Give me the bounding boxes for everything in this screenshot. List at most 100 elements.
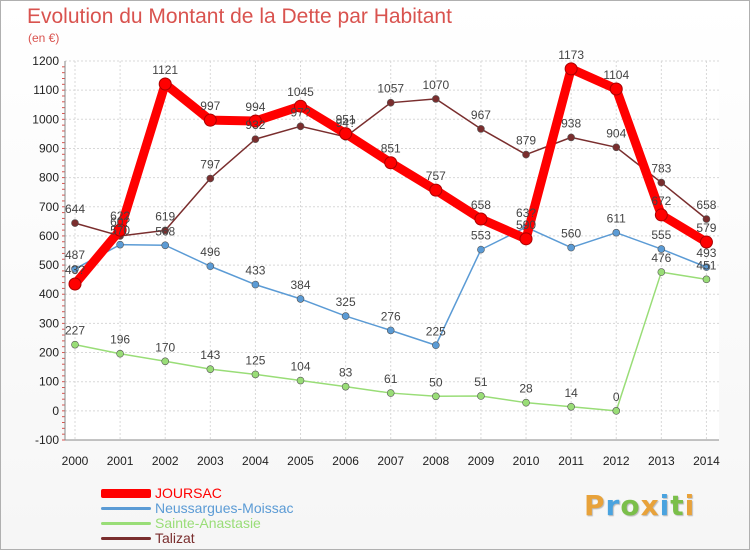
data-point (477, 125, 485, 133)
data-label: 555 (651, 228, 671, 242)
logo-letter: t (670, 489, 685, 522)
data-label: 276 (381, 309, 401, 323)
data-label: 50 (429, 375, 443, 389)
data-label: 932 (245, 118, 265, 132)
x-tick-label: 2012 (603, 454, 630, 468)
data-point (432, 341, 440, 350)
data-point (386, 326, 395, 335)
data-point (251, 370, 260, 379)
data-point (612, 407, 621, 415)
data-label: 60? (110, 215, 130, 229)
legend-swatch (101, 522, 151, 525)
data-point (161, 357, 170, 366)
data-label: 560 (561, 227, 581, 241)
data-point (567, 243, 575, 252)
data-point (567, 402, 575, 411)
data-label: 325 (336, 295, 356, 309)
data-point (567, 133, 575, 142)
data-point (386, 389, 395, 397)
data-point (71, 265, 79, 273)
logo-letter: i (684, 489, 696, 522)
data-label: 967 (471, 108, 491, 122)
data-point (251, 280, 260, 289)
data-label: 879 (516, 134, 536, 148)
data-label: 658 (696, 198, 716, 212)
data-point (341, 312, 350, 320)
chart-subtitle: (en €) (28, 31, 60, 45)
data-label: 1045 (287, 85, 314, 99)
y-tick-label: 500 (39, 258, 59, 272)
data-label: 104 (291, 360, 311, 374)
data-point (116, 240, 124, 249)
legend-swatch (101, 489, 151, 498)
data-label: 997 (200, 99, 220, 113)
x-tick-label: 2010 (513, 454, 540, 468)
data-label: 476 (651, 251, 671, 265)
data-label: 783 (651, 162, 671, 176)
data-label: 797 (200, 157, 220, 171)
data-point (702, 215, 711, 223)
data-label: 0 (613, 390, 620, 404)
data-point (296, 376, 305, 385)
data-label: 994 (245, 100, 265, 114)
data-label: 644 (65, 202, 85, 216)
data-label: 43? (65, 263, 85, 277)
y-tick-label: 1100 (33, 83, 59, 97)
y-tick-label: -100 (35, 433, 59, 447)
x-tick-label: 2004 (242, 454, 269, 468)
y-tick-label: 300 (39, 316, 59, 330)
data-point (158, 77, 172, 91)
data-point (339, 127, 353, 141)
x-tick-label: 2014 (693, 454, 720, 468)
x-tick-label: 2001 (107, 454, 134, 468)
data-point (113, 223, 127, 237)
y-tick-label: 100 (39, 375, 59, 389)
data-label: 590 (516, 218, 536, 232)
data-point (206, 174, 215, 183)
data-point (477, 392, 485, 400)
legend-item: Talizat (101, 531, 294, 546)
data-point (71, 340, 79, 349)
data-point (386, 98, 395, 107)
legend: JOURSAC Neussargues-Moissac Sainte-Anastas… (101, 486, 294, 546)
proxiti-logo: Proxiti (584, 489, 695, 522)
x-tick-label: 2000 (62, 454, 89, 468)
x-tick-label: 2007 (377, 454, 404, 468)
data-label: 1104 (603, 68, 629, 82)
data-label: 658 (471, 198, 491, 212)
data-label: 94? (336, 116, 356, 130)
data-label: 1173 (558, 48, 584, 62)
data-label: 196 (110, 333, 130, 347)
y-tick-label: 700 (39, 200, 59, 214)
legend-label: Talizat (155, 530, 195, 546)
logo-letter: o (620, 489, 641, 522)
data-label: 938 (561, 116, 581, 130)
data-label: 568 (155, 224, 175, 238)
data-point (432, 392, 440, 401)
x-tick-label: 2011 (558, 454, 584, 468)
y-tick-label: 1000 (32, 112, 59, 126)
data-point (654, 208, 668, 222)
data-label: 125 (245, 353, 265, 367)
data-point (564, 62, 578, 76)
plot-area (65, 61, 719, 440)
data-label: 61 (384, 372, 398, 386)
data-label: 1121 (152, 63, 178, 77)
data-point (203, 113, 217, 127)
y-tick-label: 0 (52, 404, 59, 418)
y-tick-label: 200 (39, 346, 59, 360)
data-point (519, 232, 533, 246)
data-point (702, 275, 711, 284)
data-point (477, 245, 485, 254)
data-label: 570 (110, 224, 130, 238)
data-point (206, 262, 215, 271)
legend-item: Neussargues-Moissac (101, 501, 294, 516)
data-label: 28 (519, 382, 533, 396)
data-point (522, 150, 530, 159)
data-point (609, 82, 623, 96)
data-label: 143 (200, 348, 220, 362)
chart-title: Evolution du Montant de la Dette par Hab… (27, 5, 452, 28)
data-label: 611 (607, 212, 626, 226)
data-label: 227 (65, 324, 85, 338)
